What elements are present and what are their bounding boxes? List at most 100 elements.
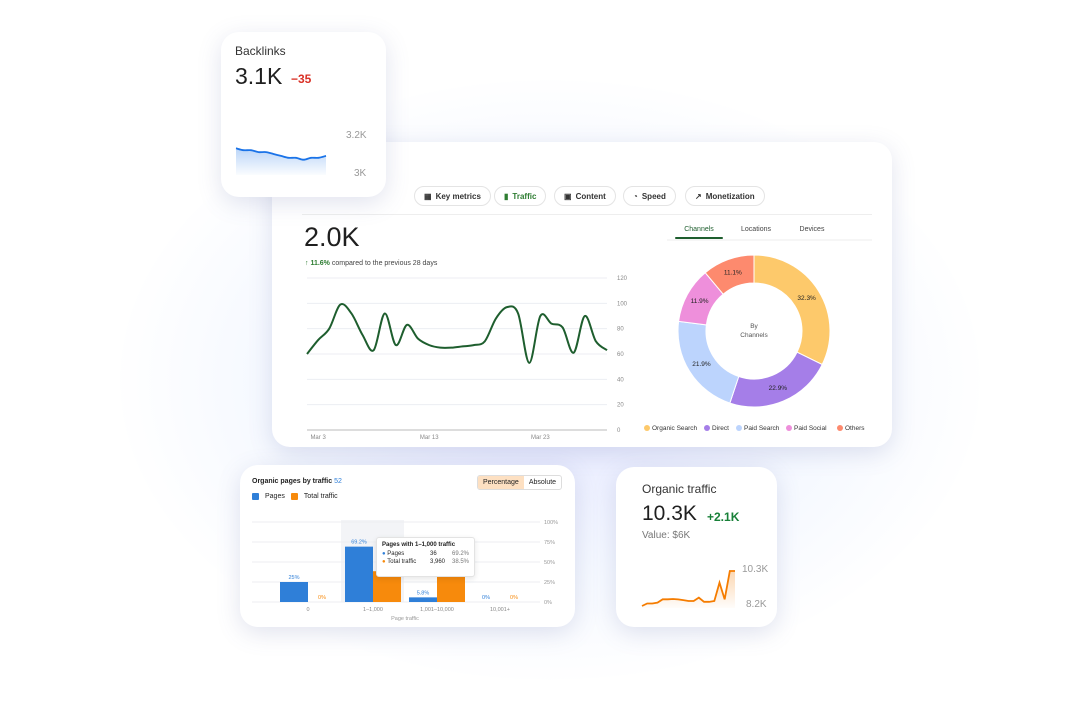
sparkline-area (236, 148, 326, 175)
pages-count: 52 (334, 478, 342, 485)
y-tick-label: 0 (617, 428, 621, 434)
percentage-toggle[interactable]: Percentage (478, 476, 524, 489)
y-tick-label: 20 (617, 403, 624, 409)
legend-label: Organic Search (652, 425, 698, 432)
sparkline-line (235, 147, 327, 161)
backlinks-value: 3.1K (235, 63, 283, 89)
slice-label: 11.1% (724, 270, 742, 277)
y-tick-label: 120 (617, 276, 628, 282)
legend-label: Paid Social (794, 425, 827, 432)
divider (302, 214, 872, 215)
x-tick-label: Mar 23 (531, 435, 550, 441)
organic-delta: +2.1K (707, 510, 740, 524)
organic-title: Organic traffic (642, 482, 717, 496)
x-tick-label: Mar 3 (310, 435, 326, 441)
y-tick-label: 0% (544, 600, 552, 606)
legend-swatch (644, 425, 650, 431)
y-tick-label: 80 (617, 327, 624, 333)
tab-speed[interactable]: ◔ Speed (623, 186, 676, 206)
tab-key-metrics[interactable]: ▦ Key metrics (414, 186, 491, 206)
bar-chart-icon: ▮ (504, 191, 509, 201)
organic-value: 10.3K (642, 502, 697, 525)
content-icon: ▣ (564, 191, 572, 201)
x-tick-label: 0 (306, 607, 309, 613)
pages-checkbox[interactable] (252, 493, 259, 500)
y-tick-label: 60 (617, 352, 624, 358)
traffic-line (306, 303, 608, 364)
tab-monetization[interactable]: ↗ Monetization (685, 186, 765, 206)
y-tick-label: 25% (544, 580, 555, 586)
subtab-devices[interactable]: Devices (800, 226, 825, 233)
subtab-locations[interactable]: Locations (741, 226, 771, 233)
pages-title: Organic pages by traffic (252, 478, 333, 485)
axis-bottom: 8.2K (746, 599, 767, 610)
tab-label: Speed (641, 191, 666, 201)
legend-label: Others (845, 425, 865, 432)
organic-value-text: Value: $6K (642, 530, 691, 541)
donut-slice-others[interactable] (704, 254, 755, 295)
slice-label: 32.3% (797, 295, 816, 302)
tooltip-value: 3,960 (429, 559, 445, 565)
change-text: compared to the previous 28 days (331, 260, 438, 267)
organic-sparkline (641, 570, 735, 608)
bar-pages[interactable] (345, 546, 373, 602)
y-tick-label: 100 (617, 301, 628, 307)
tab-label: Monetization (705, 191, 755, 201)
tab-label: Content (575, 191, 606, 201)
y-tick-label: 50% (544, 560, 555, 566)
legend-swatch (786, 425, 792, 431)
tooltip-label: Pages (387, 551, 405, 557)
subtab-channels[interactable]: Channels (684, 226, 714, 233)
tooltip-pct: 38.5% (451, 559, 469, 565)
tab-traffic[interactable]: ▮ Traffic (494, 186, 547, 206)
bar-label: 0% (482, 595, 490, 601)
bar-pages[interactable] (280, 582, 308, 602)
tooltip: Pages with 1–1,000 traffic ● Pages 36 69.2… (376, 537, 475, 577)
y-tick-label: 75% (544, 540, 555, 546)
tooltip-label: Total traffic (387, 559, 417, 565)
backlinks-title: Backlinks (235, 44, 286, 58)
tab-label: Traffic (512, 191, 537, 201)
donut-slice-direct[interactable] (729, 351, 823, 408)
bar-label: 0% (510, 595, 518, 601)
y-tick-label: 100% (544, 520, 558, 526)
bar-label: 69.2% (351, 540, 367, 546)
tooltip-pct: 69.2% (451, 551, 469, 557)
axis-top: 3.2K (346, 130, 367, 141)
x-tick-label: 1–1,000 (363, 607, 383, 613)
legend-swatch (736, 425, 742, 431)
backlinks-sparkline (235, 147, 327, 175)
axis-bottom: 3K (354, 168, 367, 179)
donut-slice-organic-search[interactable] (753, 254, 831, 366)
gauge-icon: ◔ (633, 191, 638, 201)
slice-label: 22.9% (769, 385, 788, 392)
bar-label: 5.8% (417, 590, 430, 596)
x-tick-label: Mar 13 (420, 435, 439, 441)
bar-label: 25% (288, 575, 299, 581)
backlinks-card: Backlinks 3.1K −35 3.2K 3K (221, 32, 386, 197)
tooltip-title: Pages with 1–1,000 traffic (382, 542, 456, 548)
traffic-value: 2.0K (304, 222, 360, 252)
tab-label: Key metrics (435, 191, 481, 201)
bar-label: 0% (318, 595, 326, 601)
slice-label: 11.9% (691, 298, 709, 305)
bar-pages[interactable] (409, 597, 437, 602)
tab-content[interactable]: ▣ Content (554, 186, 616, 206)
legend-swatch (837, 425, 843, 431)
x-tick-label: 10,001+ (490, 607, 510, 613)
legend-label: Direct (712, 425, 729, 432)
legend-swatch (704, 425, 710, 431)
donut-center-label: Channels (740, 332, 768, 339)
organic-traffic-card: Organic traffic 10.3K +2.1K Value: $6K 1… (616, 467, 777, 627)
x-axis-label: Page traffic (391, 616, 419, 622)
axis-top: 10.3K (742, 564, 769, 575)
x-tick-label: 1,001–10,000 (420, 607, 454, 613)
sparkline-line (641, 570, 735, 607)
organic-pages-card: Organic pages by traffic 52 Percentage A… (240, 465, 575, 627)
tooltip-value: 36 (429, 551, 437, 557)
absolute-toggle[interactable]: Absolute (528, 479, 557, 486)
backlinks-delta: −35 (291, 72, 312, 86)
pages-bar-chart: 0% 25% 50% 75% 100% 0 1–1,000 1,001–10,000 10,00… (252, 520, 558, 622)
traffic-checkbox[interactable] (290, 493, 298, 500)
legend-pages: Pages (265, 493, 285, 500)
